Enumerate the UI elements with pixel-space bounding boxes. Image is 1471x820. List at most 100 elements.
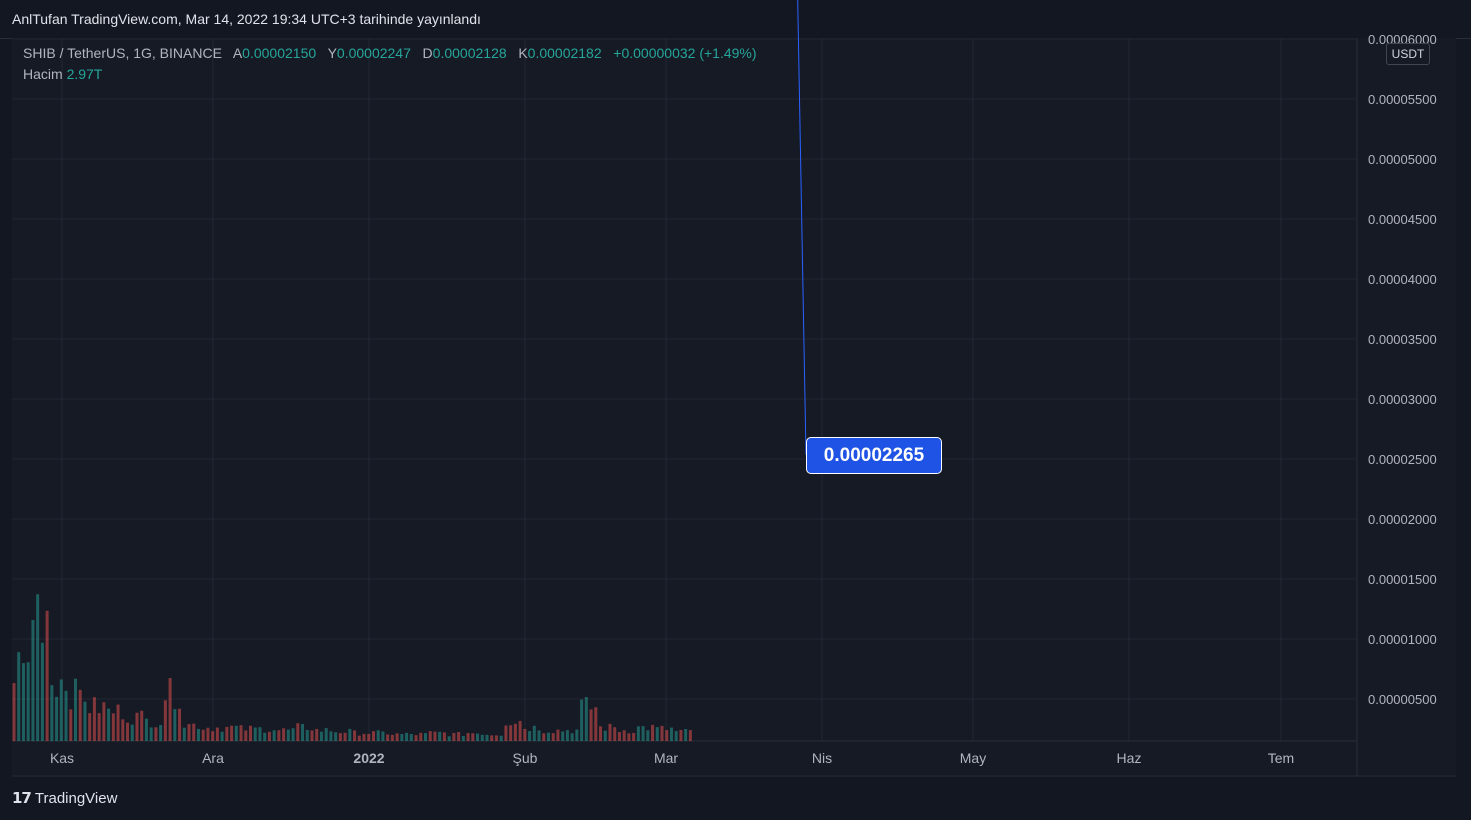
volume-bar: [26, 662, 30, 741]
y-tick-label: 0.00004000: [1368, 272, 1437, 287]
volume-bar: [97, 713, 101, 741]
volume-bar: [457, 732, 461, 741]
volume-bar: [490, 735, 494, 741]
volume-bar: [92, 697, 96, 741]
volume-legend: Hacim 2.97T: [23, 66, 102, 82]
volume-bar: [447, 736, 451, 741]
y-tick-label: 0.00000500: [1368, 692, 1437, 707]
high-value: 0.00002247: [336, 45, 411, 61]
volume-bar: [405, 732, 409, 741]
volume-bar: [589, 709, 593, 741]
volume-bar: [636, 726, 640, 741]
y-tick-label: 0.00004500: [1368, 212, 1437, 227]
volume-bar: [353, 730, 357, 741]
volume-bar: [627, 733, 631, 741]
volume-bar: [575, 729, 579, 741]
volume-bar: [679, 729, 683, 741]
volume-bar: [12, 683, 16, 741]
price-callout[interactable]: 0.00002265: [806, 437, 942, 474]
volume-bar: [632, 732, 636, 741]
volume-bar: [277, 730, 281, 741]
volume-bar: [211, 731, 215, 741]
volume-bar: [646, 730, 650, 741]
volume-bar: [655, 727, 659, 741]
volume-bar: [343, 732, 347, 741]
volume-bar: [688, 730, 692, 741]
volume-bar: [674, 731, 678, 741]
open-label: A: [232, 45, 243, 61]
volume-bar: [580, 699, 584, 741]
volume-bar: [551, 733, 555, 741]
y-tick-label: 0.00001500: [1368, 572, 1437, 587]
volume-bar: [73, 678, 77, 741]
volume-bar: [537, 730, 541, 741]
volume-bar: [130, 724, 134, 741]
volume-bar: [305, 729, 309, 741]
volume-bar: [357, 735, 361, 741]
volume-bar: [163, 700, 167, 741]
volume-bar: [528, 731, 532, 741]
volume-bar: [669, 727, 673, 741]
symbol-legend: SHIB / TetherUS, 1G, BINANCE A0.00002150…: [23, 45, 757, 61]
y-tick-label: 0.00003000: [1368, 392, 1437, 407]
volume-bar: [267, 731, 271, 741]
volume-bar: [201, 729, 205, 741]
close-label: K: [518, 45, 528, 61]
volume-bar: [395, 733, 399, 741]
y-tick-label: 0.00001000: [1368, 632, 1437, 647]
volume-bar: [21, 663, 25, 741]
volume-bar: [135, 712, 139, 741]
volume-bar: [249, 725, 252, 741]
volume-bar: [641, 726, 645, 741]
volume-bar: [428, 731, 432, 741]
volume-bar: [386, 734, 390, 741]
volume-bar: [50, 685, 54, 741]
y-tick-label: 0.00002000: [1368, 512, 1437, 527]
volume-bar: [442, 732, 446, 741]
volume-bar: [173, 709, 177, 741]
x-tick-label: Kas: [50, 750, 74, 766]
high-label: Y: [327, 45, 337, 61]
volume-bar: [617, 732, 621, 741]
volume-bar: [433, 731, 437, 741]
brand-name: TradingView: [34, 789, 118, 807]
volume-bar: [622, 730, 626, 741]
volume-bar: [452, 732, 456, 741]
symbol-name[interactable]: SHIB / TetherUS, 1G, BINANCE: [23, 45, 222, 61]
volume-bar: [665, 730, 669, 741]
chart-panel[interactable]: [12, 38, 1456, 775]
currency-label[interactable]: USDT: [1386, 43, 1430, 65]
volume-bar: [570, 733, 574, 741]
volume-bar: [121, 719, 125, 741]
volume-bar: [225, 726, 229, 741]
volume-bar: [282, 728, 286, 741]
volume-bar: [102, 702, 106, 741]
volume-label[interactable]: Hacim: [23, 66, 63, 82]
volume-bar: [182, 727, 186, 741]
x-tick-label: May: [960, 750, 986, 766]
callout-connector: [797, 0, 807, 456]
volume-bar: [263, 732, 267, 741]
volume-bar: [64, 690, 68, 741]
volume-bar: [272, 730, 276, 741]
volume-bar: [59, 679, 63, 741]
volume-bar: [234, 725, 238, 741]
volume-bar: [291, 728, 295, 741]
y-tick-label: 0.00002500: [1368, 452, 1437, 467]
volume-value: 2.97T: [66, 66, 103, 82]
volume-bar: [348, 728, 352, 741]
volume-bar: [144, 718, 148, 741]
volume-bar: [239, 725, 243, 741]
volume-bar: [523, 728, 527, 741]
volume-bar: [471, 733, 475, 741]
footer-brand[interactable]: 𝟭𝟳 TradingView: [12, 789, 118, 808]
volume-bar: [192, 723, 196, 741]
volume-bar: [178, 708, 182, 741]
volume-bar: [556, 729, 560, 741]
volume-bar: [36, 594, 40, 741]
low-value: 0.00002128: [432, 45, 507, 61]
volume-bar: [206, 727, 210, 741]
volume-bar: [296, 723, 300, 741]
volume-bar: [400, 733, 404, 741]
